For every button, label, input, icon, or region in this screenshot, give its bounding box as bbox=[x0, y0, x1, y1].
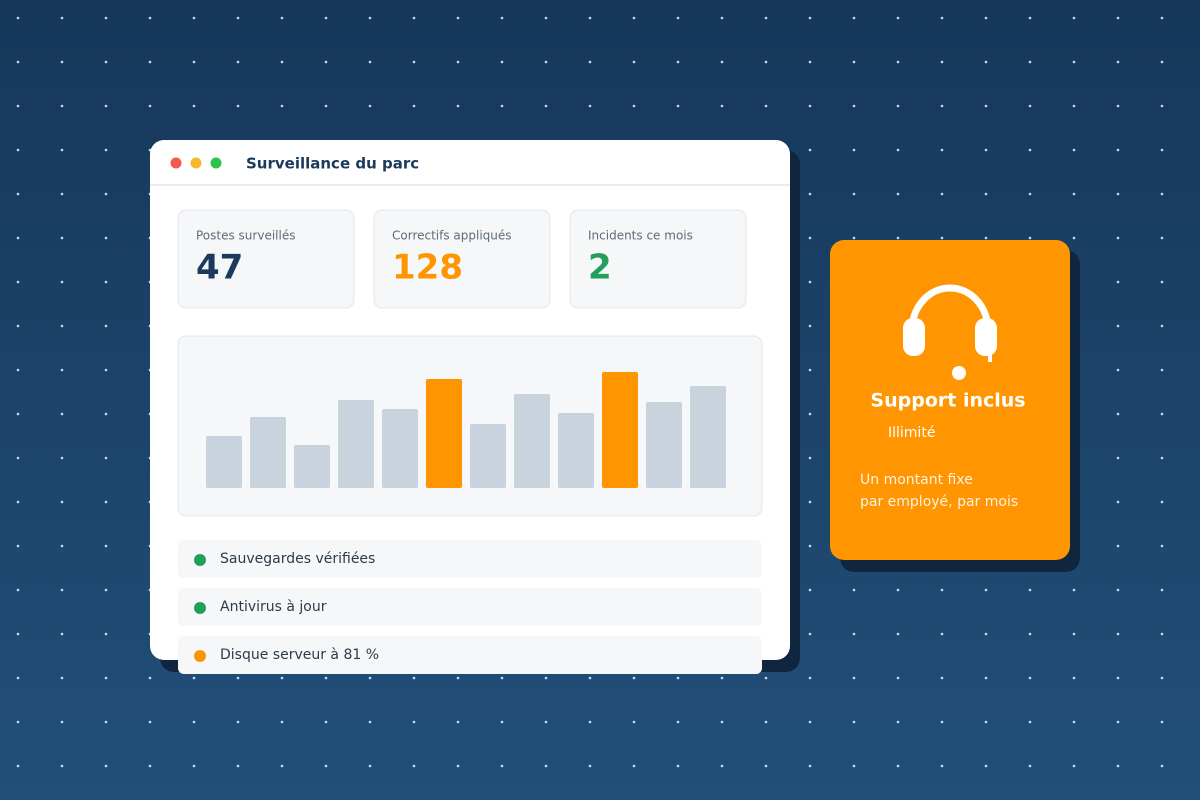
stat-value: 2 bbox=[588, 248, 612, 288]
status-item bbox=[178, 588, 762, 626]
bar bbox=[250, 417, 286, 488]
status-label: Antivirus à jour bbox=[220, 599, 327, 615]
bar bbox=[426, 379, 462, 488]
support-subtitle: Illimité bbox=[888, 425, 935, 441]
stat-label: Correctifs appliqués bbox=[392, 229, 512, 243]
stat-card bbox=[373, 209, 551, 309]
bar bbox=[470, 424, 506, 488]
status-dot bbox=[194, 554, 206, 566]
window-title: Surveillance du parc bbox=[246, 155, 419, 173]
support-description: par employé, par mois bbox=[860, 494, 1018, 510]
stat-label: Incidents ce mois bbox=[588, 229, 693, 243]
headset-icon bbox=[903, 284, 997, 380]
status-label: Sauvegardes vérifiées bbox=[220, 551, 375, 567]
window-maximize[interactable] bbox=[210, 157, 222, 169]
bar bbox=[690, 386, 726, 488]
status-dot bbox=[194, 650, 206, 662]
bar bbox=[338, 400, 374, 488]
bar bbox=[294, 445, 330, 488]
stat-value: 128 bbox=[392, 248, 463, 288]
support-card bbox=[830, 240, 1070, 560]
status-item bbox=[178, 636, 762, 674]
stat-card bbox=[569, 209, 747, 309]
stat-value: 47 bbox=[196, 248, 243, 288]
status-item bbox=[178, 540, 762, 578]
stat-label: Postes surveillés bbox=[196, 229, 295, 243]
window-close[interactable] bbox=[170, 157, 182, 169]
window-minimize[interactable] bbox=[190, 157, 202, 169]
stat-card bbox=[177, 209, 355, 309]
support-title: Support inclus bbox=[870, 390, 1025, 412]
bar bbox=[602, 372, 638, 488]
status-label: Disque serveur à 81 % bbox=[220, 647, 379, 663]
bar bbox=[558, 413, 594, 488]
bar bbox=[514, 394, 550, 488]
status-dot bbox=[194, 602, 206, 614]
bar bbox=[206, 436, 242, 488]
support-description: Un montant fixe bbox=[860, 472, 973, 488]
bar bbox=[646, 402, 682, 488]
bar bbox=[382, 409, 418, 488]
